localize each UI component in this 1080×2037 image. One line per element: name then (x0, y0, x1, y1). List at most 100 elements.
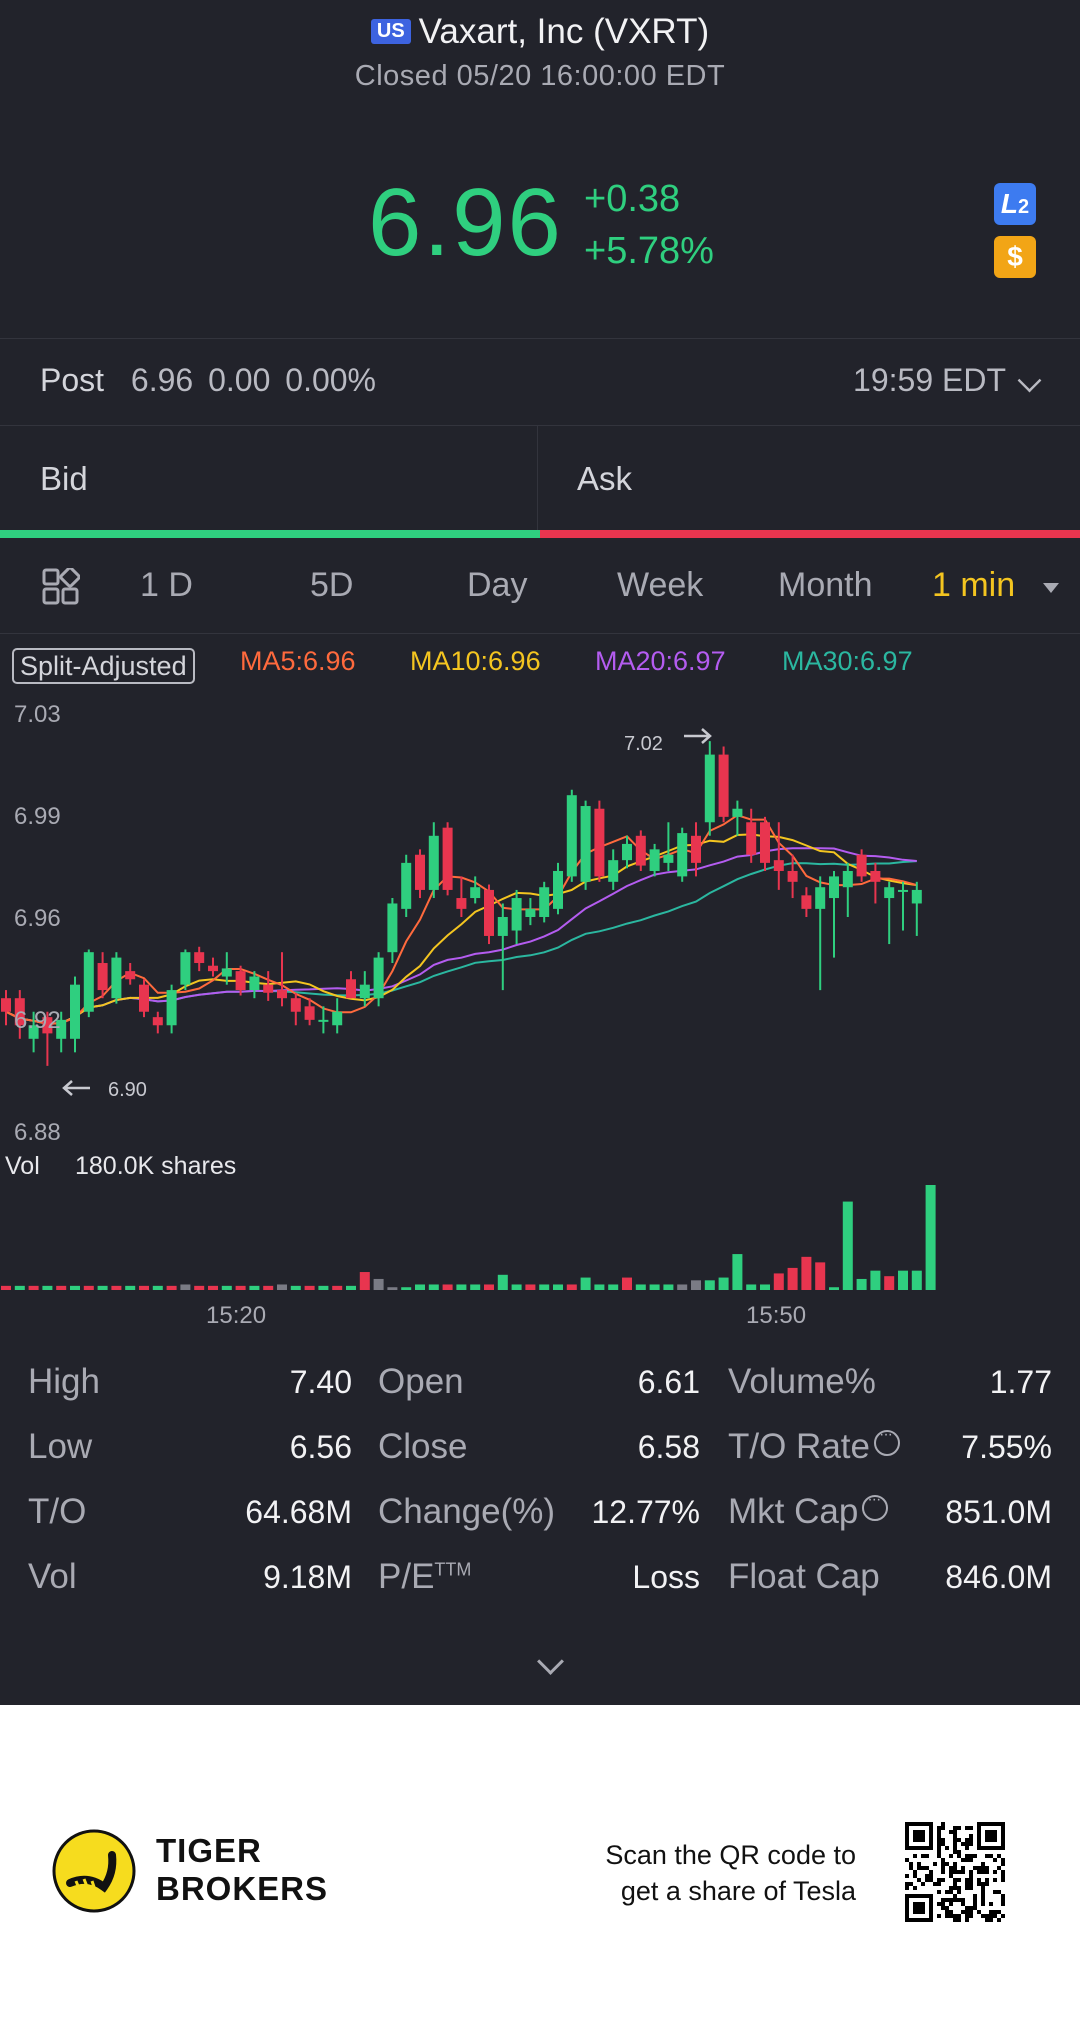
volume-bar (497, 1274, 508, 1290)
cta-line2: get a share of Tesla (620, 1876, 856, 1906)
candle-body (139, 984, 149, 1012)
tab-1min[interactable]: 1 min (932, 566, 1016, 604)
volume-bar (911, 1270, 922, 1290)
volume-bar (263, 1285, 274, 1290)
volume-label: Vol (5, 1152, 40, 1180)
candle-body (470, 887, 481, 899)
volume-bar (290, 1285, 301, 1290)
ma5-value: MA5:6.96 (240, 646, 356, 676)
tab-month[interactable]: Month (778, 566, 873, 604)
volume-bar (442, 1284, 453, 1290)
stat-label: Low (28, 1427, 93, 1466)
volume-bar (760, 1284, 770, 1290)
volume-bar (401, 1287, 412, 1290)
candle-body (718, 754, 729, 817)
split-adjusted-toggle[interactable]: Split-Adjusted (12, 648, 195, 684)
candle-body (373, 957, 384, 999)
stat-value: 6.58 (637, 1429, 700, 1465)
y-tick-label: 6.96 (14, 905, 61, 932)
volume-bar (580, 1277, 591, 1290)
volume-bar (125, 1285, 136, 1290)
stat-value: 1.77 (989, 1364, 1052, 1400)
post-market-time[interactable]: 19:59 EDT (853, 362, 1006, 398)
volume-bar (829, 1287, 839, 1290)
volume-bar (870, 1270, 881, 1290)
candle-body (497, 917, 508, 936)
candle-body (553, 870, 563, 909)
volume-bar (42, 1285, 53, 1290)
chevron-down-icon[interactable] (1017, 368, 1042, 393)
volume-bar (221, 1285, 232, 1290)
candle-body (111, 957, 122, 999)
volume-bar (249, 1285, 260, 1290)
volume-bar (663, 1284, 674, 1290)
volume-bar (925, 1185, 936, 1290)
volume-bar (566, 1284, 577, 1290)
tab-week[interactable]: Week (617, 566, 704, 604)
volume-bar (277, 1284, 287, 1290)
caret-down-icon[interactable] (1043, 583, 1059, 593)
candle-body (42, 1017, 53, 1034)
volume-bar (608, 1284, 619, 1290)
post-price: 6.96 (130, 362, 194, 398)
volume-bar (304, 1285, 315, 1290)
price-chart[interactable]: 7.03 6.99 6.96 6.92 6.88 7.02 6.90 Vol 180.0K sh… (0, 690, 1080, 1330)
stat-label: High (28, 1362, 100, 1401)
x-tick-label: 15:20 (206, 1302, 266, 1329)
volume-bar (787, 1267, 798, 1290)
stat-label: T/O (28, 1492, 87, 1531)
stock-title: US Vaxart, Inc (VXRT) (0, 12, 1080, 52)
candle-body (898, 889, 908, 892)
bid-label: Bid (40, 460, 88, 497)
volume-bar (359, 1272, 370, 1290)
candle-body (70, 984, 80, 1039)
price-change-percent: +5.78% (584, 230, 714, 272)
candle-body (856, 854, 867, 877)
volume-bar (884, 1276, 895, 1290)
candle-body (263, 984, 274, 993)
more-info-icon[interactable] (873, 1426, 900, 1456)
expand-chevron-icon[interactable] (537, 1648, 564, 1675)
level2-icon[interactable]: L2 (994, 183, 1036, 225)
stat-value: 64.68M (245, 1494, 352, 1530)
candle-body (566, 795, 577, 877)
post-label: Post (40, 362, 105, 398)
divider (537, 426, 538, 530)
more-info-icon[interactable] (862, 1491, 889, 1521)
tab-day[interactable]: Day (467, 566, 528, 604)
volume-bar (346, 1285, 356, 1290)
stat-label: Volume% (728, 1362, 876, 1401)
candle-body (870, 870, 881, 882)
volume-bar (83, 1285, 94, 1290)
candle-body (884, 887, 895, 899)
y-tick-label: 6.88 (14, 1119, 61, 1146)
dollar-icon[interactable]: $ (994, 236, 1036, 278)
volume-bar (511, 1284, 522, 1290)
volume-bar (539, 1284, 550, 1290)
volume-bar (373, 1278, 384, 1290)
stat-label: T/O Rate (728, 1426, 900, 1467)
candle-body (208, 965, 218, 972)
volume-bar (470, 1284, 481, 1290)
arrow-left-icon (62, 1080, 90, 1096)
stat-value: 6.61 (637, 1364, 700, 1400)
divider (0, 338, 1080, 339)
candle-body (346, 979, 356, 999)
arrow-right-icon (684, 728, 712, 744)
candle-body (318, 1019, 329, 1022)
post-market-row[interactable]: Post 6.96 0.00 0.00% (40, 362, 376, 399)
stat-label: P/ETTM (378, 1557, 472, 1596)
candle-body (290, 998, 301, 1012)
candle-body (746, 822, 757, 855)
high-marker-label: 7.02 (624, 733, 663, 755)
grid-layout-icon[interactable] (42, 568, 80, 606)
candle-body (787, 870, 798, 882)
divider (0, 633, 1080, 634)
candle-body (911, 889, 922, 904)
candle-body (14, 998, 25, 1026)
candle-body (608, 860, 619, 882)
tab-5d[interactable]: 5D (310, 566, 354, 604)
stat-label: Change(%) (378, 1492, 556, 1531)
ma20-value: MA20:6.97 (595, 646, 726, 676)
tab-1d[interactable]: 1 D (140, 566, 193, 604)
